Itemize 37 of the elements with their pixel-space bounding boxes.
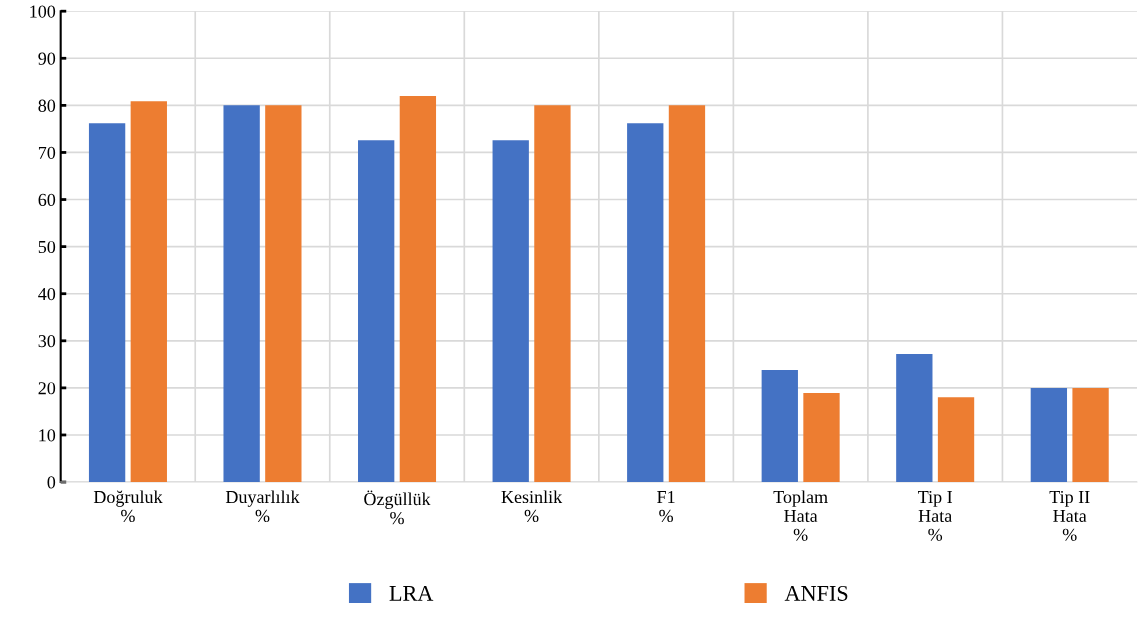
y-tick-label: 40 — [38, 287, 56, 301]
bar — [1072, 387, 1109, 483]
bar — [668, 105, 706, 483]
bar — [1030, 387, 1068, 483]
y-tick-label: 60 — [38, 193, 56, 206]
bar — [492, 140, 529, 483]
legend-label: ANFIS — [784, 585, 848, 601]
y-tick-label: 10 — [39, 429, 56, 442]
bar — [937, 397, 975, 483]
bar — [761, 369, 798, 483]
bar — [358, 140, 395, 483]
y-tick-label: 80 — [38, 99, 56, 112]
x-tick-label: Özgüllük % — [364, 490, 431, 525]
bar — [130, 101, 167, 483]
x-tick-label: Tip II Hata % — [1049, 490, 1090, 541]
legend-label: LRA — [389, 585, 434, 601]
x-tick-label: Toplam Hata % — [773, 490, 828, 541]
y-tick-label: 30 — [38, 335, 56, 348]
x-tick-label: Kesinlik % — [501, 490, 563, 523]
bar — [627, 123, 664, 483]
y-tick-label: 90 — [38, 52, 56, 65]
bar — [399, 95, 437, 483]
bar — [534, 105, 571, 483]
y-tick-label: 0 — [47, 476, 56, 489]
bar — [803, 393, 840, 483]
x-tick-label: F1 % — [657, 490, 675, 523]
bar — [223, 105, 260, 483]
bar — [896, 353, 933, 483]
y-tick-label: 50 — [38, 240, 56, 254]
x-tick-label: Tip I Hata % — [918, 490, 953, 541]
y-tick-label: 100 — [30, 5, 56, 18]
bar — [265, 105, 302, 483]
x-tick-label: Doğruluk % — [93, 490, 163, 523]
x-tick-label: Duyarlılık % — [225, 490, 300, 523]
y-tick-label: 70 — [38, 146, 56, 159]
bar — [88, 123, 126, 483]
y-tick-label: 20 — [38, 382, 56, 395]
